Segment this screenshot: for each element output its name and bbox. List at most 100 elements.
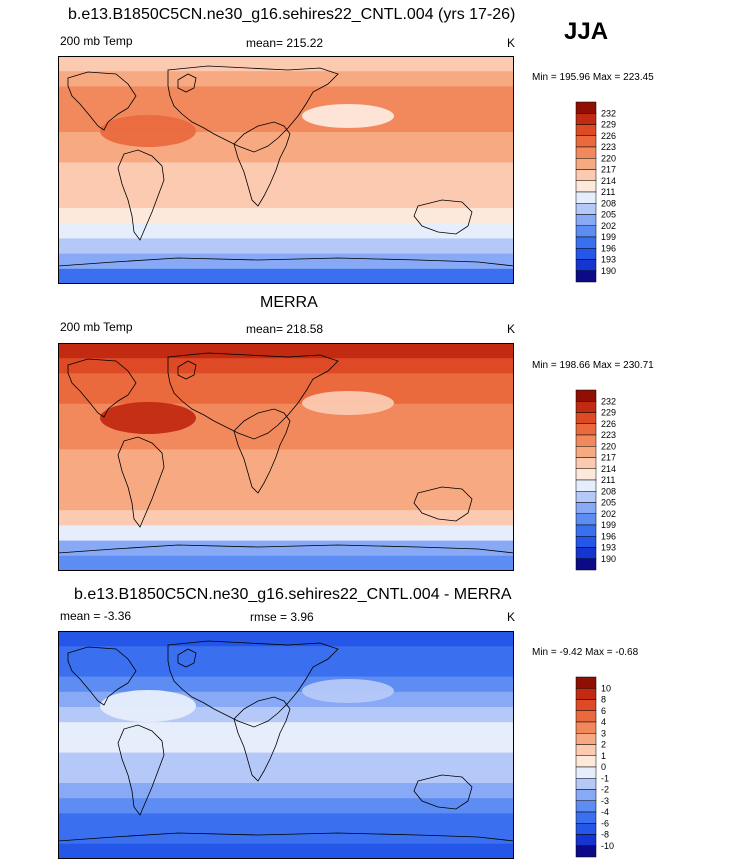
colorbar-tick-label: 1 bbox=[601, 751, 606, 761]
panel3-title: b.e13.B1850C5CN.ne30_g16.sehires22_CNTL.… bbox=[74, 586, 512, 603]
colorbar-tick-label: 196 bbox=[601, 531, 616, 541]
zonal-band bbox=[58, 495, 514, 511]
colorbar-tick-label: 3 bbox=[601, 728, 606, 738]
panel1-mean-label: mean= 215.22 bbox=[246, 36, 324, 50]
colorbar-segment bbox=[575, 479, 597, 492]
zonal-band bbox=[58, 767, 514, 784]
panel1-map bbox=[58, 56, 514, 284]
panel3-mean-label: mean = -3.36 bbox=[60, 609, 132, 623]
zonal-band bbox=[58, 752, 514, 769]
colorbar-segment bbox=[575, 214, 597, 226]
zonal-band bbox=[58, 192, 514, 209]
colorbar-tick-label: 220 bbox=[601, 441, 616, 451]
colorbar-tick-label: 226 bbox=[601, 419, 616, 429]
zonal-band bbox=[58, 223, 514, 239]
colorbar-tick-label: 211 bbox=[601, 475, 615, 485]
colorbar-segment bbox=[575, 502, 597, 514]
colorbar-segment bbox=[575, 203, 597, 215]
map-frame bbox=[58, 56, 514, 284]
coastline bbox=[117, 149, 165, 241]
colorbar-tick-label: 202 bbox=[601, 221, 616, 231]
zonal-band bbox=[58, 510, 514, 526]
colorbar-tick-label: 229 bbox=[601, 408, 616, 418]
colorbar-segment bbox=[575, 688, 597, 700]
coastline bbox=[413, 486, 473, 522]
colorbar-tick-label: 229 bbox=[601, 120, 616, 130]
zonal-band bbox=[58, 676, 514, 693]
colorbar-segment bbox=[575, 113, 597, 125]
colorbar-tick-label: -8 bbox=[601, 830, 609, 840]
colorbar-segment bbox=[575, 124, 597, 136]
panel3-minmax: Min = -9.42 Max = -0.68 bbox=[532, 647, 639, 658]
colorbar-segment bbox=[575, 446, 597, 458]
colorbar-segment bbox=[575, 676, 597, 689]
colorbar-segment bbox=[575, 766, 597, 779]
colorbar-segment bbox=[575, 834, 597, 846]
panel2-minmax: Min = 198.66 Max = 230.71 bbox=[532, 360, 654, 371]
colorbar-segment bbox=[575, 158, 597, 170]
colorbar-segment bbox=[575, 524, 597, 537]
colorbar-tick-label: 199 bbox=[601, 520, 616, 530]
zonal-band bbox=[58, 177, 514, 194]
colorbar-tick-label: 4 bbox=[601, 717, 606, 727]
colorbar-tick-label: 6 bbox=[601, 706, 606, 716]
colorbar-segment bbox=[575, 536, 597, 548]
colorbar-tick-label: 10 bbox=[601, 683, 611, 693]
panel2-units-label: K bbox=[507, 322, 516, 336]
colorbar-tick-label: -2 bbox=[601, 785, 609, 795]
colorbar-segment bbox=[575, 558, 597, 571]
colorbar-segment bbox=[575, 146, 597, 159]
colorbar-tick-label: 220 bbox=[601, 153, 616, 163]
zonal-band bbox=[58, 71, 514, 87]
colorbar-segment bbox=[575, 401, 597, 413]
colorbar-segment bbox=[575, 457, 597, 469]
colorbar-segment bbox=[575, 434, 597, 447]
colorbar-tick-label: -4 bbox=[601, 807, 609, 817]
coastline bbox=[233, 408, 291, 494]
zonal-band bbox=[58, 208, 514, 224]
colorbar-segment bbox=[575, 699, 597, 711]
colorbar-tick-label: 205 bbox=[601, 498, 616, 508]
coastline bbox=[233, 121, 291, 207]
colorbar-segment bbox=[575, 710, 597, 723]
colorbar-tick-label: 2 bbox=[601, 740, 606, 750]
zonal-band bbox=[58, 388, 514, 405]
colorbar-segment bbox=[575, 270, 597, 283]
colorbar-tick-label: 226 bbox=[601, 131, 616, 141]
colorbar-segment bbox=[575, 823, 597, 835]
colorbar-segment bbox=[575, 389, 597, 402]
zonal-band bbox=[58, 661, 514, 678]
colorbar-tick-label: 208 bbox=[601, 198, 616, 208]
coastline bbox=[177, 73, 197, 93]
coastline bbox=[117, 436, 165, 528]
colorbar-segment bbox=[575, 236, 597, 249]
colorbar-tick-label: 232 bbox=[601, 108, 616, 118]
coastline bbox=[413, 774, 473, 810]
colorbar-tick-label: 193 bbox=[601, 255, 616, 265]
colorbar-segment bbox=[575, 547, 597, 559]
panel1-title: b.e13.B1850C5CN.ne30_g16.sehires22_CNTL.… bbox=[68, 6, 516, 23]
coastline bbox=[67, 646, 137, 706]
coastline bbox=[167, 65, 339, 153]
colorbar-segment bbox=[575, 423, 597, 436]
colorbar-segment bbox=[575, 191, 597, 204]
colorbar-tick-label: -6 bbox=[601, 818, 609, 828]
colorbar-segment bbox=[575, 225, 597, 238]
season-label: JJA bbox=[564, 18, 609, 45]
colorbar-segment bbox=[575, 259, 597, 271]
colorbar-tick-label: 217 bbox=[601, 165, 616, 175]
colorbar-segment bbox=[575, 789, 597, 801]
zonal-band bbox=[58, 86, 514, 103]
coastline bbox=[167, 640, 339, 728]
zonal-band bbox=[58, 737, 514, 754]
colorbar-segment bbox=[575, 744, 597, 756]
zonal-band bbox=[58, 813, 514, 830]
coastline bbox=[58, 832, 514, 859]
colorbar-segment bbox=[575, 721, 597, 734]
colorbar-tick-label: -10 bbox=[601, 841, 614, 851]
zonal-band bbox=[58, 56, 514, 72]
colorbar-tick-label: 196 bbox=[601, 243, 616, 253]
zonal-band bbox=[58, 343, 514, 359]
